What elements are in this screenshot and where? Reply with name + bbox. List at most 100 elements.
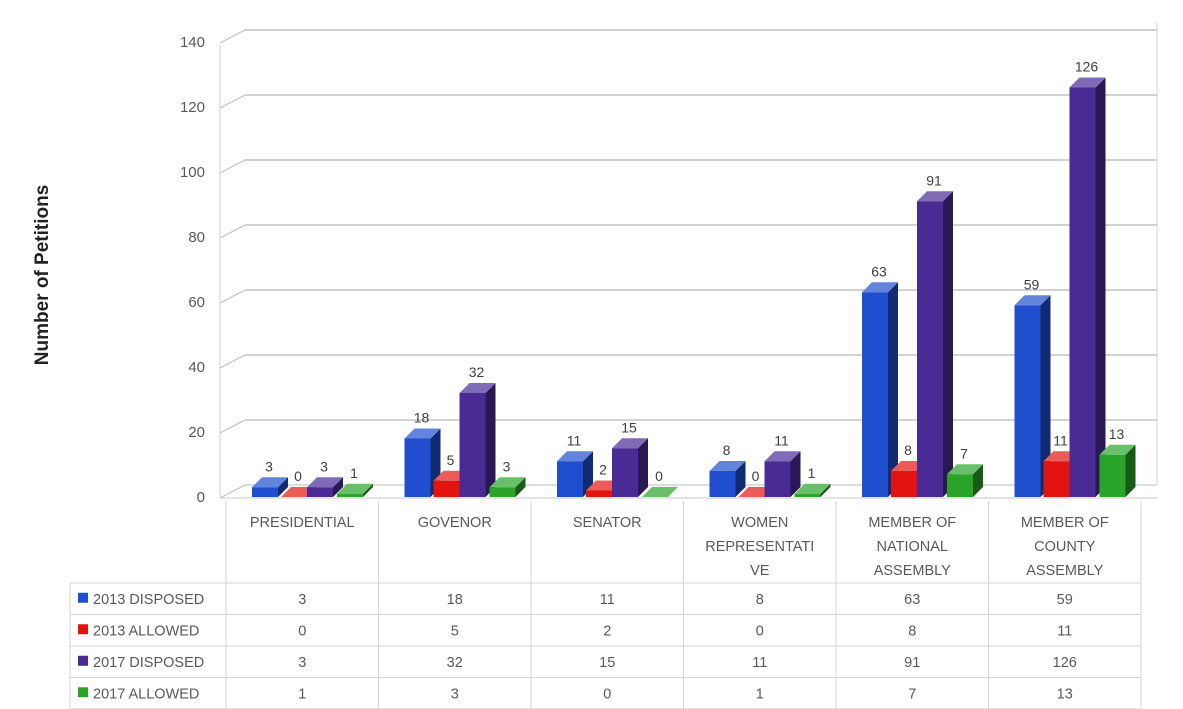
bar	[252, 477, 288, 497]
bars	[252, 77, 1136, 497]
gridline-depth	[219, 29, 246, 44]
y-tick-label: 80	[188, 229, 205, 246]
data-label: 3	[503, 458, 511, 474]
legend-key	[78, 655, 88, 666]
bar-top	[794, 483, 831, 494]
data-label: 3	[265, 458, 273, 474]
bar	[459, 383, 496, 497]
bar-side	[363, 483, 373, 497]
table-cell: 7	[908, 686, 916, 702]
bar-side	[943, 191, 953, 497]
data-label: 2	[599, 462, 607, 478]
data-label: 11	[1053, 432, 1068, 448]
data-label: 0	[294, 468, 302, 484]
bar-front	[891, 471, 917, 497]
legend-key	[78, 687, 88, 698]
bar	[1099, 444, 1136, 497]
bar-side	[515, 477, 526, 497]
bar-top	[862, 282, 898, 293]
bar	[404, 428, 441, 497]
gridline-depth	[219, 419, 246, 434]
y-axis-label: Number of Petitions	[32, 185, 53, 366]
data-label: 8	[904, 442, 912, 458]
data-label: 126	[1075, 59, 1099, 75]
y-axis-ticks: 0 20 40 60 80 100 120 140	[180, 34, 205, 506]
table-cell: 11	[600, 592, 615, 608]
bar-top	[337, 483, 373, 494]
bar	[862, 282, 898, 497]
bar	[709, 461, 746, 497]
legend-key	[78, 592, 88, 603]
bar-front	[586, 490, 612, 497]
bar-side	[973, 464, 983, 497]
bar	[794, 483, 831, 497]
y-tick-label: 40	[188, 359, 205, 376]
table-cell: 0	[298, 623, 306, 639]
bar-side	[1095, 77, 1106, 497]
bar-side	[485, 383, 496, 497]
category-label: MEMBER OF COUNTY ASSEMBLY	[1021, 515, 1109, 579]
bar	[1014, 295, 1051, 497]
table-cell: 3	[451, 686, 459, 702]
table-cell: 59	[1057, 592, 1073, 608]
bar-front	[612, 448, 638, 497]
data-label: 32	[469, 364, 485, 380]
data-table: PRESIDENTIAL GOVENOR SENATOR WOMEN REPRESENT…	[69, 501, 1142, 709]
bar-side	[888, 282, 898, 497]
gridline-depth	[219, 224, 246, 239]
bar-top	[917, 191, 953, 202]
gridline-depth	[219, 484, 246, 499]
category-label: SENATOR	[573, 515, 642, 531]
bar-front	[557, 461, 583, 497]
table-cell: 32	[447, 655, 463, 671]
data-label: 63	[871, 263, 887, 279]
table-cell: 11	[752, 655, 767, 671]
bar-top	[557, 451, 593, 462]
category-label: GOVENOR	[418, 515, 492, 531]
bar-side	[790, 451, 801, 497]
gridline-depth	[219, 289, 246, 304]
bar-side	[1040, 295, 1051, 497]
data-label: 11	[774, 432, 789, 448]
legend-label: 2017 ALLOWED	[93, 686, 199, 702]
legend-key	[78, 624, 88, 635]
bar	[947, 464, 983, 497]
gridline-depth	[219, 94, 246, 109]
table-cell: 63	[904, 592, 920, 608]
bar-top	[252, 477, 288, 488]
bar-side	[583, 451, 593, 497]
table-cell: 1	[298, 686, 306, 702]
bar-top	[709, 461, 746, 471]
gridlines	[219, 22, 1158, 499]
bar-top	[612, 438, 648, 449]
table-cell: 1	[756, 686, 764, 702]
data-label: 8	[723, 442, 731, 458]
y-tick-label: 120	[180, 99, 205, 116]
table-cell: 15	[599, 655, 615, 671]
bar-front	[337, 493, 363, 497]
bar	[917, 191, 953, 497]
table-cell: 11	[1057, 623, 1072, 639]
data-label: 0	[752, 468, 760, 484]
table-cell: 5	[451, 623, 459, 639]
table-cell: 0	[756, 623, 764, 639]
bar	[1069, 77, 1106, 497]
bar	[337, 483, 373, 497]
y-tick-label: 140	[180, 34, 205, 51]
bar-top	[642, 487, 678, 497]
data-label: 59	[1024, 276, 1040, 292]
bar-top	[764, 451, 801, 462]
y-tick-label: 20	[188, 424, 205, 441]
data-label: 91	[926, 172, 942, 188]
y-tick-label: 60	[188, 294, 205, 311]
bar-side	[333, 477, 343, 497]
bar-front	[862, 292, 888, 497]
data-label: 5	[447, 452, 455, 468]
table-cell: 3	[298, 655, 306, 671]
bar-top	[947, 464, 983, 475]
bar-front	[917, 201, 943, 497]
bar-side	[820, 483, 831, 497]
category-label: WOMEN REPRESENTATI VE	[705, 515, 814, 579]
bar-front	[307, 487, 333, 497]
bar-front	[709, 471, 736, 497]
